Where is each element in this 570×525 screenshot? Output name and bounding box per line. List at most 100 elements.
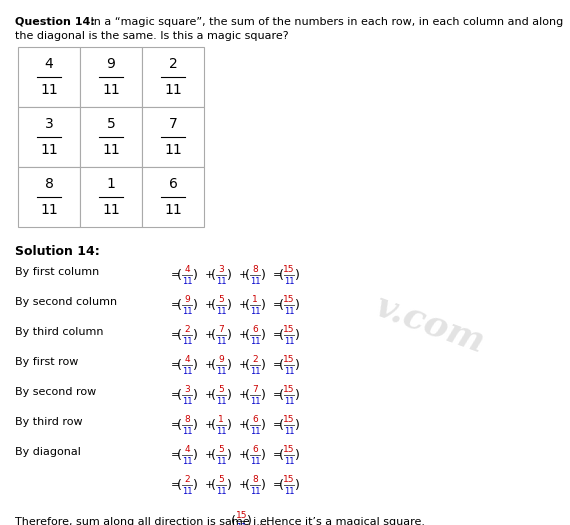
Text: 11: 11 xyxy=(40,143,58,157)
Text: =: = xyxy=(272,480,282,490)
Text: 5: 5 xyxy=(107,117,115,131)
Text: 11: 11 xyxy=(216,457,226,466)
Text: 8: 8 xyxy=(252,265,258,274)
Text: (: ( xyxy=(210,388,215,402)
Text: ): ) xyxy=(260,299,266,311)
Text: =: = xyxy=(272,360,282,370)
Text: 11: 11 xyxy=(182,366,192,375)
Text: =: = xyxy=(170,420,180,430)
Bar xyxy=(18,167,80,227)
Text: ): ) xyxy=(295,359,299,372)
Text: (: ( xyxy=(210,359,215,372)
Text: (: ( xyxy=(245,299,250,311)
Text: 1: 1 xyxy=(252,295,258,303)
Text: (: ( xyxy=(210,478,215,491)
Bar xyxy=(80,47,142,107)
Text: ): ) xyxy=(226,329,231,341)
Text: (: ( xyxy=(245,268,250,281)
Text: In a “magic square”, the sum of the numbers in each row, in each column and alon: In a “magic square”, the sum of the numb… xyxy=(87,17,563,27)
Text: 4: 4 xyxy=(44,57,54,71)
Text: By second column: By second column xyxy=(15,297,117,307)
Text: 11: 11 xyxy=(40,203,58,217)
Text: 2: 2 xyxy=(184,324,190,333)
Text: 8: 8 xyxy=(44,177,54,191)
Bar xyxy=(80,107,142,167)
Text: 15: 15 xyxy=(283,475,295,484)
Text: ): ) xyxy=(260,448,266,461)
Bar xyxy=(142,167,204,227)
Text: +: + xyxy=(238,420,248,430)
Text: 11: 11 xyxy=(284,426,294,436)
Text: 5: 5 xyxy=(218,445,224,454)
Text: 2: 2 xyxy=(184,475,190,484)
Text: 5: 5 xyxy=(218,384,224,394)
Text: ): ) xyxy=(226,448,231,461)
Text: 11: 11 xyxy=(102,83,120,97)
Text: By first row: By first row xyxy=(15,357,79,367)
Text: 5: 5 xyxy=(218,295,224,303)
Text: 11: 11 xyxy=(250,366,260,375)
Bar xyxy=(142,47,204,107)
Text: 11: 11 xyxy=(40,83,58,97)
Text: 11: 11 xyxy=(216,366,226,375)
Text: 11: 11 xyxy=(284,277,294,286)
Text: ): ) xyxy=(295,448,299,461)
Text: By diagonal: By diagonal xyxy=(15,447,81,457)
Text: =: = xyxy=(272,300,282,310)
Text: (: ( xyxy=(231,514,236,525)
Text: (: ( xyxy=(245,448,250,461)
Text: 11: 11 xyxy=(182,487,192,496)
Text: (: ( xyxy=(210,418,215,432)
Text: 6: 6 xyxy=(252,324,258,333)
Text: (: ( xyxy=(279,418,283,432)
Text: ): ) xyxy=(193,299,197,311)
Text: ): ) xyxy=(260,388,266,402)
Text: 15: 15 xyxy=(283,354,295,363)
Text: =: = xyxy=(170,390,180,400)
Text: 11: 11 xyxy=(250,457,260,466)
Text: (: ( xyxy=(210,268,215,281)
Text: =: = xyxy=(272,450,282,460)
Text: ): ) xyxy=(193,448,197,461)
Text: +: + xyxy=(204,390,214,400)
Text: 15: 15 xyxy=(283,445,295,454)
Text: By first column: By first column xyxy=(15,267,99,277)
Text: (: ( xyxy=(177,359,181,372)
Text: 15: 15 xyxy=(235,510,247,520)
Text: 11: 11 xyxy=(216,277,226,286)
Text: 11: 11 xyxy=(284,457,294,466)
Text: 3: 3 xyxy=(184,384,190,394)
Text: ): ) xyxy=(226,359,231,372)
Text: (: ( xyxy=(245,329,250,341)
Text: +: + xyxy=(238,270,248,280)
Text: 11: 11 xyxy=(284,366,294,375)
Text: ): ) xyxy=(295,329,299,341)
Text: +: + xyxy=(238,360,248,370)
Text: ): ) xyxy=(193,359,197,372)
Text: (: ( xyxy=(177,478,181,491)
Text: =: = xyxy=(170,270,180,280)
Text: 11: 11 xyxy=(284,337,294,345)
Text: ): ) xyxy=(226,299,231,311)
Text: 11: 11 xyxy=(250,426,260,436)
Text: 7: 7 xyxy=(218,324,224,333)
Text: 15: 15 xyxy=(283,384,295,394)
Text: 7: 7 xyxy=(169,117,177,131)
Text: (: ( xyxy=(279,299,283,311)
Text: (: ( xyxy=(279,268,283,281)
Text: +: + xyxy=(204,420,214,430)
Text: (: ( xyxy=(245,359,250,372)
Text: 11: 11 xyxy=(284,307,294,316)
Text: 9: 9 xyxy=(184,295,190,303)
Text: (: ( xyxy=(279,478,283,491)
Text: ): ) xyxy=(193,388,197,402)
Text: (: ( xyxy=(279,388,283,402)
Text: 6: 6 xyxy=(252,415,258,424)
Text: 11: 11 xyxy=(164,203,182,217)
Text: 11: 11 xyxy=(182,457,192,466)
Text: (: ( xyxy=(245,388,250,402)
Text: 11: 11 xyxy=(182,426,192,436)
Text: ): ) xyxy=(193,418,197,432)
Text: 15: 15 xyxy=(283,415,295,424)
Text: 2: 2 xyxy=(252,354,258,363)
